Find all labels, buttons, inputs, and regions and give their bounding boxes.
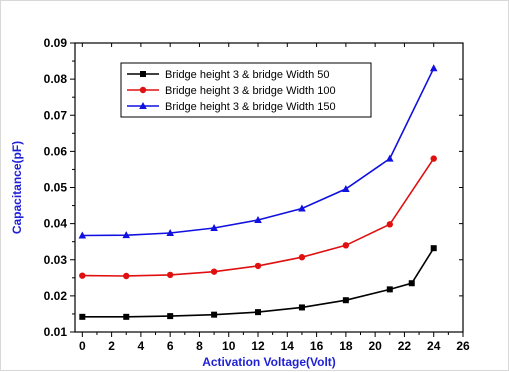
legend-label: Bridge height 3 & bridge Width 150 (165, 101, 336, 113)
x-tick-label: 2 (108, 339, 115, 353)
axes-layer: 0 2 4 6 8 10 12 14 16 18 20 22 24 260.010.020.030.040… (10, 36, 470, 369)
legend-entry: Bridge height 3 & bridge Width 100 (127, 85, 336, 97)
y-tick-label: 0.01 (44, 325, 68, 339)
data-point (167, 313, 174, 320)
y-tick-label: 0.08 (44, 72, 68, 86)
data-point (386, 221, 393, 228)
data-point (123, 272, 130, 280)
legend-label: Bridge height 3 & bridge Width 100 (165, 85, 336, 97)
x-tick-label: 8 (196, 339, 203, 353)
data-point (430, 155, 437, 162)
data-point (211, 311, 218, 318)
y-tick-label: 0.09 (44, 36, 68, 50)
y-tick-label: 0.03 (44, 253, 68, 267)
series-line (82, 247, 435, 318)
data-point (123, 313, 130, 320)
x-tick-label: 10 (222, 339, 236, 353)
legend-marker (139, 86, 147, 94)
x-tick-label: 16 (310, 339, 324, 353)
series-1 (79, 245, 437, 320)
data-point (122, 231, 131, 239)
y-tick-label: 0.06 (44, 144, 68, 158)
x-tick-label: 0 (79, 339, 86, 353)
series-layer (78, 64, 438, 320)
data-point (79, 272, 86, 279)
legend: Bridge height 3 & bridge Width 50 Bridge … (120, 62, 372, 118)
data-point (342, 297, 349, 304)
legend-entry: Bridge height 3 & bridge Width 150 (127, 101, 336, 113)
x-axis-title: Activation Voltage(Volt) (202, 355, 336, 369)
x-tick-label: 6 (167, 339, 174, 353)
data-point (298, 254, 306, 261)
data-point (430, 245, 437, 252)
data-point (166, 229, 174, 237)
data-point (254, 216, 262, 224)
x-tick-label: 18 (339, 339, 353, 353)
data-point (210, 223, 218, 231)
series-2 (79, 155, 437, 280)
x-tick-label: 26 (456, 339, 470, 353)
y-axis-title: Capacitance(pF) (10, 141, 24, 234)
data-point (342, 242, 350, 249)
y-tick-label: 0.07 (44, 108, 68, 122)
x-tick-label: 22 (398, 339, 412, 353)
x-tick-label: 14 (281, 339, 295, 353)
data-point (166, 271, 174, 279)
legend-marker (139, 102, 147, 109)
legend-entry: Bridge height 3 & bridge Width 50 (127, 69, 330, 81)
data-point (298, 204, 306, 212)
series-3 (78, 64, 438, 239)
data-point (386, 286, 393, 293)
data-point (78, 231, 87, 239)
y-tick-label: 0.02 (44, 289, 68, 303)
data-point (385, 154, 394, 162)
data-point (342, 184, 350, 192)
data-point (429, 64, 438, 72)
data-point (254, 262, 262, 270)
data-point (79, 313, 86, 320)
y-tick-label: 0.04 (44, 217, 68, 231)
data-point (210, 268, 218, 275)
x-tick-label: 20 (368, 339, 382, 353)
data-point (408, 280, 415, 287)
x-tick-label: 12 (251, 339, 265, 353)
legend-label: Bridge height 3 & bridge Width 50 (165, 69, 330, 81)
legend-marker (140, 71, 146, 77)
x-tick-label: 24 (427, 339, 441, 353)
data-point (298, 304, 305, 311)
data-point (255, 309, 262, 316)
x-tick-label: 4 (138, 339, 145, 353)
legend-box (120, 62, 372, 118)
y-tick-label: 0.05 (44, 181, 68, 195)
